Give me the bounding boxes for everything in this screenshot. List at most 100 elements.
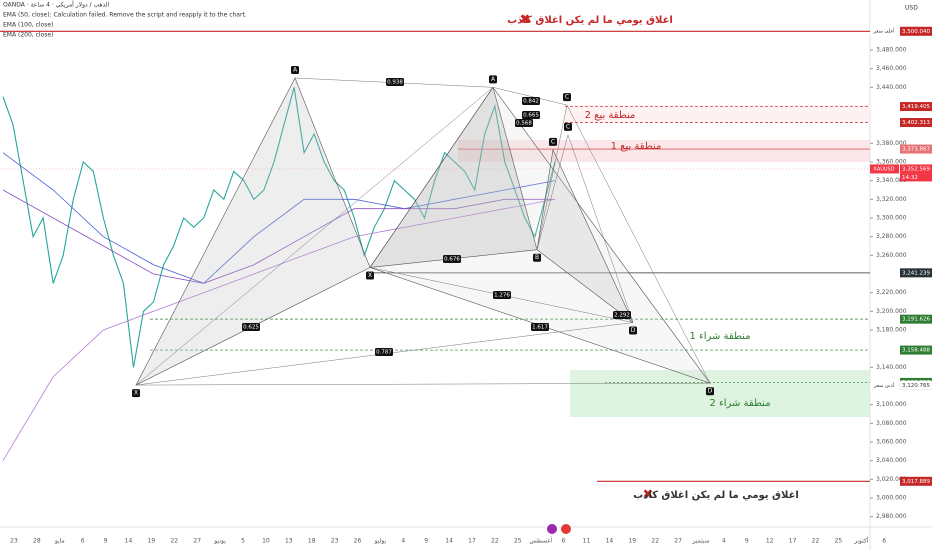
- pattern-shape: [536, 148, 634, 323]
- x-tick-label: 22: [491, 538, 499, 545]
- x-tick-label: 27: [674, 538, 682, 545]
- x-tick-label: 10: [262, 538, 270, 545]
- price-badge: [900, 164, 932, 174]
- y-tick-label: 3,360.000: [876, 159, 907, 166]
- y-tick-label: 3,180.000: [876, 327, 907, 334]
- ratio-label: 0.568: [516, 121, 532, 127]
- pattern-line: [566, 104, 711, 384]
- annotation: اغلاق يومي ما لم يكن اغلاق كاذب: [633, 490, 799, 501]
- x-tick-label: 28: [33, 538, 41, 545]
- point-label: B: [535, 254, 539, 261]
- ratio-label: 1.617: [532, 325, 548, 331]
- price-label: 3,419.405: [902, 104, 930, 110]
- y-tick-label: 3,340.000: [876, 177, 907, 184]
- ratio-badge: [531, 323, 549, 331]
- pattern-line: [135, 87, 494, 386]
- annotation: منطقة بيع 1: [611, 141, 662, 152]
- price-note-badge: [870, 380, 899, 390]
- ratio-badge: [242, 323, 260, 331]
- x-tick-label: 14: [445, 538, 453, 545]
- x-tick-label: مايو: [54, 538, 65, 545]
- x-tick-label: 22: [812, 538, 820, 545]
- x-tick-label: 14: [125, 538, 133, 545]
- ema-line: [2, 152, 556, 284]
- ratio-badge: [613, 311, 631, 319]
- sell-zone-1: [458, 140, 870, 162]
- x-tick-label: أغسطس: [529, 537, 552, 545]
- currency: USD: [905, 5, 918, 12]
- price-label: 3,017.889: [902, 479, 930, 485]
- ratio-label: 0.842: [523, 99, 539, 105]
- point-badge: [549, 137, 557, 146]
- x-tick-label: 25: [514, 538, 522, 545]
- y-tick-label: 3,380.000: [876, 140, 907, 147]
- y-tick-label: 3,480.000: [876, 47, 907, 54]
- x-tick-label: يوليو: [374, 538, 387, 545]
- ratio-label: 0.676: [444, 257, 460, 263]
- point-badge: [132, 389, 140, 398]
- x-tick-label: 23: [10, 538, 18, 545]
- x-tick-label: 4: [401, 538, 405, 545]
- y-tick-label: 2,980.000: [876, 513, 907, 520]
- price-badge: [900, 268, 932, 278]
- x-tick-label: 9: [745, 538, 749, 545]
- price-badge: [900, 118, 932, 128]
- x-tick-label: أكتوبر: [853, 537, 869, 545]
- x-tick-label: 19: [628, 538, 636, 545]
- x-tick-label: 12: [766, 538, 774, 545]
- point-label: X: [368, 272, 372, 279]
- point-badge: [564, 122, 572, 131]
- point-label: D: [631, 327, 636, 334]
- pattern-line: [567, 134, 634, 323]
- x-tick-label: يونيو: [213, 538, 226, 545]
- ratio-label: 0.625: [243, 325, 259, 331]
- x-tick-label: 6: [81, 538, 85, 545]
- point-badge: [489, 75, 497, 84]
- ema-line: [2, 189, 555, 284]
- x-tick-label: 6: [562, 538, 566, 545]
- point-label: D: [708, 388, 713, 395]
- event-icon[interactable]: [547, 524, 557, 534]
- ratio-badge: [493, 291, 511, 299]
- y-tick-label: 3,440.000: [876, 84, 907, 91]
- x-tick-label: 18: [308, 538, 316, 545]
- sell-zone-2: [565, 105, 870, 122]
- ratio-label: 0.787: [376, 350, 392, 356]
- y-tick-label: 3,040.000: [876, 457, 907, 464]
- ratio-label: 1.276: [494, 293, 510, 299]
- ratio-badge: [522, 97, 540, 105]
- point-badge: [291, 66, 299, 74]
- x-tick-label: 9: [104, 538, 108, 545]
- x-tick-label: 22: [170, 538, 178, 545]
- x-tick-label: 4: [722, 538, 726, 545]
- price-time-badge: [900, 173, 932, 182]
- ratio-label: 0.938: [387, 80, 403, 86]
- ema-line: [2, 198, 556, 461]
- y-tick-label: 3,320.000: [876, 196, 907, 203]
- y-tick-label: 3,000.000: [876, 495, 907, 502]
- point-label: C: [565, 94, 569, 101]
- y-tick-label: 3,300.000: [876, 215, 907, 222]
- y-tick-label: 3,260.000: [876, 252, 907, 259]
- x-tick-label: 11: [583, 538, 591, 545]
- point-badge: [563, 93, 571, 102]
- price-note: أعلى سعر: [872, 28, 895, 35]
- annotation: منطقة بيع 2: [585, 110, 636, 121]
- x-tick-label: 5: [241, 538, 245, 545]
- x-tick-label: 23: [331, 538, 339, 545]
- pattern-line: [536, 105, 568, 250]
- price-label: 3,191.626: [902, 317, 930, 323]
- buy-zone-2: [570, 370, 870, 417]
- price-badge: [900, 476, 932, 486]
- y-tick-label: 3,280.000: [876, 233, 907, 240]
- price-label: 3,352.569: [902, 166, 930, 172]
- x-tick-label: 22: [651, 538, 659, 545]
- ratio-badge: [443, 255, 461, 263]
- y-tick-label: 3,140.000: [876, 364, 907, 371]
- price-label: 3,402.313: [902, 120, 930, 126]
- price-line: [2, 87, 556, 368]
- y-tick-label: 3,220.000: [876, 289, 907, 296]
- pattern-line: [536, 134, 569, 250]
- event-icon[interactable]: [561, 524, 571, 534]
